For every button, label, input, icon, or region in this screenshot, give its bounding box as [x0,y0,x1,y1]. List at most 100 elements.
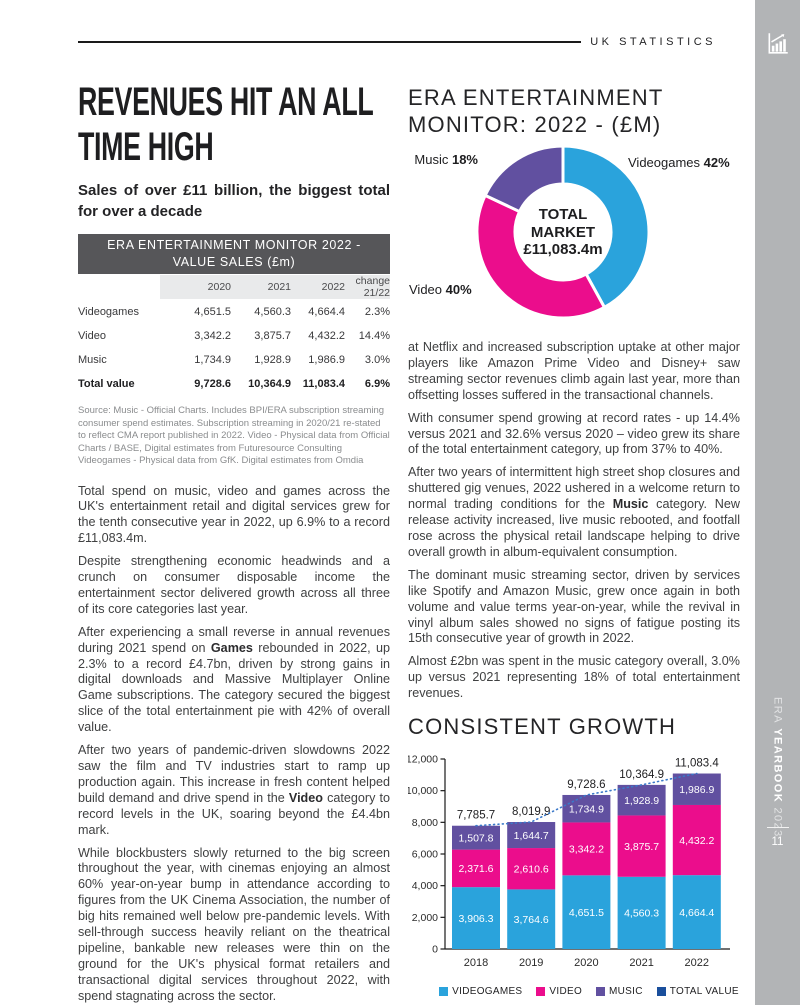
paragraph: After two years of pandemic-driven slowd… [78,743,390,838]
header: UK STATISTICS [78,36,716,48]
paragraph: After experiencing a small reverse in an… [78,625,390,736]
x-category-label: 2018 [464,957,488,969]
bar-value-label: 2,371.6 [458,863,493,875]
donut-label-video: Video 40% [409,282,472,297]
table-row: Music 1,734.9 1,928.9 1,986.9 3.0% [78,354,390,366]
divider [766,827,789,828]
y-tick-label: 6,000 [412,849,438,861]
y-tick-label: 0 [432,944,438,956]
source-note: Source: Music - Official Charts. Include… [78,405,390,466]
donut-label-videogames: Videogames 42% [628,155,730,170]
bar-value-label: 3,906.3 [458,913,493,925]
col-change: change 21/22 [355,275,390,299]
donut-slice-videogames [561,144,651,309]
text-run: The dominant music streaming sector, dri… [408,567,740,646]
bar-value-label: 1,986.9 [679,784,714,796]
legend-swatch [596,987,606,997]
right-sidebar: ERA YEARBOOK 2023 11 [755,0,800,1005]
bar-value-label: 4,651.5 [569,907,604,919]
page-number: 11 [771,836,784,848]
text-run: category to record levels in the UK, soa… [78,790,390,837]
donut-svg [475,144,651,320]
bar-total-label: 10,364.9 [619,769,664,781]
paragraph: Almost £2bn was spent in the music categ… [408,654,740,702]
bar-2020-video [562,822,611,876]
bar-value-label: 3,342.2 [569,844,604,856]
text-run: rebounded in 2022, up 2.3% to a record £… [78,640,390,735]
bar-total-label: 8,019.9 [512,806,550,818]
paragraph: at Netflix and increased subscription up… [408,340,740,404]
headline-line-2: TIME HIGH [78,125,214,169]
table-title-line-1: ERA ENTERTAINMENT MONITOR 2022 - [107,238,361,252]
table-row: Videogames 4,651.5 4,560.3 4,664.4 2.3% [78,306,390,318]
paragraph: While blockbusters slowly returned to th… [78,846,390,1005]
text-run: Almost £2bn was spent in the music categ… [408,654,740,701]
paragraph: The dominant music streaming sector, dri… [408,568,740,648]
donut-center-label: TOTAL MARKET £11,083.4m [523,206,603,258]
paragraph: With consumer spend growing at record ra… [408,411,740,459]
legend-swatch [536,987,546,997]
table-header-row: 2020 2021 2022 change 21/22 [78,274,390,300]
donut-title-line-1: ERA ENTERTAINMENT [408,85,664,110]
yearbook-vertical-label: ERA YEARBOOK 2023 [772,697,784,838]
table-title-line-2: VALUE SALES (£m) [172,255,296,269]
yearbook-word: YEARBOOK [771,728,784,804]
bar-2018-video [452,849,500,888]
bar-value-label: 1,734.9 [569,804,604,816]
bar-chart-trend-icon [765,30,791,61]
bar-2020-music [562,794,611,823]
paragraph: Despite strengthening economic headwinds… [78,554,390,618]
bar-total-label: 7,785.7 [457,810,495,822]
legend-swatch [656,987,666,997]
bar-value-label: 1,644.7 [514,830,549,842]
right-column: ERA ENTERTAINMENT MONITOR: 2022 - (£M) M… [406,84,740,998]
x-category-label: 2020 [574,957,598,969]
bar-2021-music [617,784,666,816]
donut-label-music: Music 18% [414,152,478,167]
bar-2021-video [617,815,666,877]
value-sales-table: ERA ENTERTAINMENT MONITOR 2022 - VALUE S… [78,234,390,396]
text-run: With consumer spend growing at record ra… [408,410,740,457]
legend-label: VIDEOGAMES [452,986,523,998]
bar-2020-videogames [562,875,611,950]
y-tick-label: 12,000 [408,754,438,766]
x-category-label: 2019 [519,957,543,969]
legend-label: MUSIC [609,986,643,998]
col-2022: 2022 [321,281,345,293]
yearbook-era: ERA [771,697,784,724]
legend-swatch [439,987,449,997]
bold-text: Music [612,497,649,512]
chart-legend: VIDEOGAMES VIDEO MUSIC TOTAL VALUE [438,986,740,997]
bar-2022-video [672,805,721,876]
bold-text: Video [288,790,323,805]
donut-chart-title: ERA ENTERTAINMENT MONITOR: 2022 - (£M) [408,84,740,138]
section-label: UK STATISTICS [590,36,716,48]
bar-value-label: 2,610.6 [514,864,549,876]
text-run: After two years of intermittent high str… [408,465,740,512]
y-tick-label: 4,000 [412,880,438,892]
legend-item-music: MUSIC [596,986,643,997]
left-body-text: Total spend on music, video and games ac… [78,484,390,1005]
bar-value-label: 4,432.2 [679,835,714,847]
donut-title-line-2: MONITOR: 2022 - (£M) [408,112,662,137]
bar-2022-videogames [672,875,721,950]
stacked-bar-chart: 0 2,000 4,000 6,000 8,000 10,000 12,000 3,906.3… [406,754,740,998]
subhead: Sales of over £11 billion, the biggest t… [78,182,390,220]
headline: REVENUES HIT AN ALL TIME HIGH [78,80,390,170]
legend-label: VIDEO [549,986,583,998]
text-run: Total spend on music, video and games ac… [78,483,390,546]
bar-2018-music [452,825,500,850]
bar-2019-music [507,822,556,849]
y-tick-label: 8,000 [412,817,438,829]
bar-total-label: 9,728.6 [567,779,605,791]
right-body-text: at Netflix and increased subscription up… [408,340,740,702]
table-row: Video 3,342.2 3,875.7 4,432.2 14.4% [78,330,390,342]
text-run: Despite strengthening economic headwinds… [78,554,390,616]
bar-2019-videogames [507,889,556,950]
text-run: After two years of pandemic-driven slowd… [78,743,390,805]
x-category-label: 2021 [629,957,653,969]
text-run: at Netflix and increased subscription up… [408,340,740,402]
bar-value-label: 4,560.3 [624,908,659,920]
yearbook-year: 2023 [771,807,784,838]
